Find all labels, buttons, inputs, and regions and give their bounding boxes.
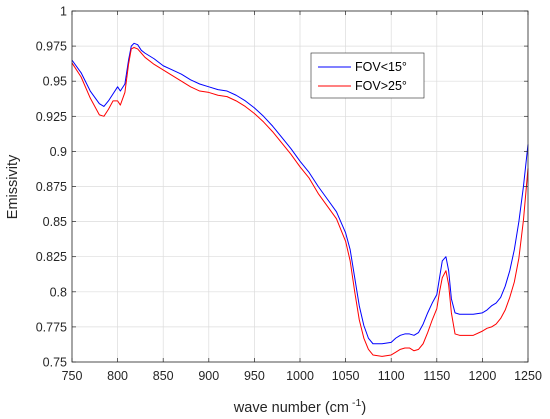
x-tick-label: 1050 bbox=[332, 369, 360, 383]
x-tick-label: 850 bbox=[153, 369, 174, 383]
x-tick-label: 1000 bbox=[286, 369, 314, 383]
x-axis-title-main: wave number (cm bbox=[233, 400, 349, 416]
y-tick-label: 1 bbox=[60, 5, 67, 19]
y-tick-label: 0.825 bbox=[36, 250, 67, 264]
x-axis-title-superscript: -1 bbox=[352, 397, 361, 409]
x-axis-title-close: ) bbox=[361, 400, 366, 416]
series-line-fov-lt-15 bbox=[71, 42, 529, 345]
x-axis-ticks: 750 800 850 900 950 1000 1050 1100 1150 1200 1250 bbox=[62, 11, 542, 383]
y-axis-title: Emissivity bbox=[5, 154, 21, 219]
y-tick-label: 0.925 bbox=[36, 110, 67, 124]
x-tick-label: 950 bbox=[244, 369, 265, 383]
x-tick-label: 1250 bbox=[514, 369, 542, 383]
legend-box bbox=[310, 52, 425, 99]
x-tick-label: 1100 bbox=[378, 369, 405, 383]
x-tick-label: 800 bbox=[107, 369, 128, 383]
x-axis-title: wave number (cm -1) bbox=[233, 397, 366, 416]
series-lines bbox=[71, 42, 529, 357]
y-tick-label: 0.75 bbox=[43, 356, 67, 370]
x-tick-label: 750 bbox=[62, 369, 83, 383]
x-tick-label: 900 bbox=[198, 369, 219, 383]
y-tick-label: 0.975 bbox=[36, 40, 67, 54]
legend-label-fov-gt-25: FOV>25° bbox=[355, 79, 407, 93]
y-tick-label: 0.95 bbox=[43, 75, 67, 89]
legend: FOV<15° FOV>25° bbox=[310, 52, 425, 99]
legend-label-fov-lt-15: FOV<15° bbox=[355, 60, 407, 74]
y-tick-label: 0.9 bbox=[50, 145, 67, 159]
y-tick-label: 0.775 bbox=[36, 320, 67, 334]
y-tick-label: 0.875 bbox=[36, 180, 67, 194]
y-axis-ticks: 0.75 0.775 0.8 0.825 0.85 0.875 0.9 0.925 0.95 0.… bbox=[36, 5, 528, 370]
y-tick-label: 0.85 bbox=[43, 215, 67, 229]
x-tick-label: 1200 bbox=[468, 369, 496, 383]
x-tick-label: 1150 bbox=[423, 369, 450, 383]
y-tick-label: 0.8 bbox=[50, 285, 67, 299]
series-line-fov-gt-25 bbox=[71, 47, 529, 357]
